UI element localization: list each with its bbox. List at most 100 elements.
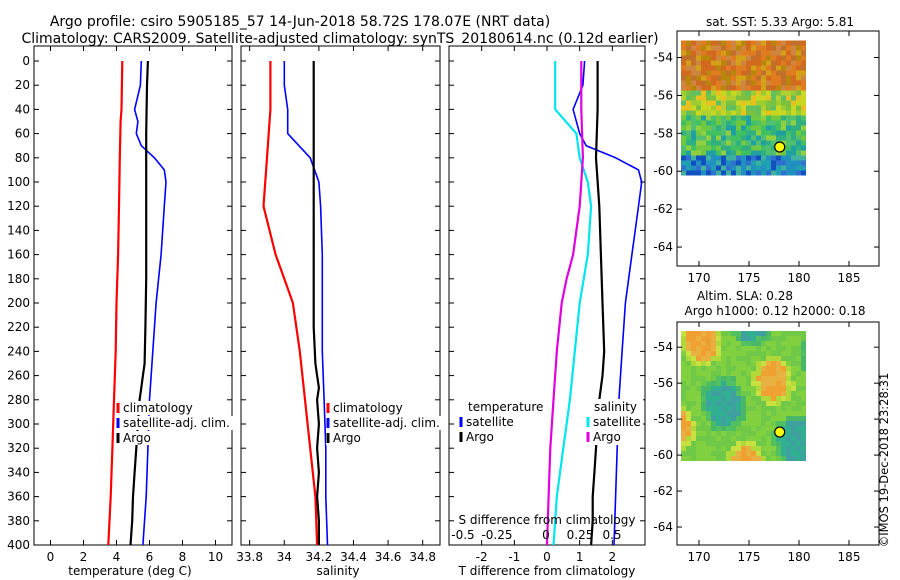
map-cell xyxy=(711,135,716,141)
map-cell xyxy=(701,125,706,131)
map-cell xyxy=(781,446,786,451)
map-cell xyxy=(741,70,746,76)
map-cell xyxy=(766,351,771,356)
map-cell xyxy=(776,150,781,156)
map-cell xyxy=(706,431,711,436)
map-cell xyxy=(711,85,716,91)
map-cell xyxy=(791,406,796,411)
map-cell xyxy=(786,140,791,146)
map-cell xyxy=(736,431,741,436)
map-cell xyxy=(716,361,721,366)
map-cell xyxy=(686,65,691,71)
map-cell xyxy=(776,376,781,381)
map-cell xyxy=(801,55,806,61)
map-cell xyxy=(736,391,741,396)
map-cell xyxy=(716,50,721,56)
map-cell xyxy=(706,55,711,61)
map-cell xyxy=(686,80,691,86)
map-cell xyxy=(716,381,721,386)
map-cell xyxy=(691,371,696,376)
map-cell xyxy=(731,371,736,376)
map-lat-label: -54 xyxy=(653,340,673,354)
map-cell xyxy=(746,60,751,66)
map-cell xyxy=(706,140,711,146)
map-cell xyxy=(731,446,736,451)
map-cell xyxy=(726,396,731,401)
map-cell xyxy=(776,361,781,366)
map-cell xyxy=(761,346,766,351)
map-cell xyxy=(766,386,771,391)
map-cell xyxy=(786,100,791,106)
depth-tick-label: 140 xyxy=(7,223,30,237)
map-cell xyxy=(691,346,696,351)
map-cell xyxy=(711,155,716,161)
map-cell xyxy=(766,411,771,416)
map-cell xyxy=(766,456,771,461)
map-cell xyxy=(706,170,711,176)
map-cell xyxy=(796,155,801,161)
map-cell xyxy=(741,421,746,426)
map-cell xyxy=(711,436,716,441)
legend-entry: satellite-adj. clim. xyxy=(333,416,440,430)
map-cell xyxy=(736,120,741,126)
map-cell xyxy=(701,456,706,461)
map-cell xyxy=(691,336,696,341)
map-cell xyxy=(771,336,776,341)
sla-map-title-line2: Argo h1000: 0.12 h2000: 0.18 xyxy=(685,304,866,318)
map-cell xyxy=(766,361,771,366)
map-cell xyxy=(706,40,711,46)
map-cell xyxy=(701,70,706,76)
map-cell xyxy=(746,391,751,396)
map-cell xyxy=(726,130,731,136)
map-cell xyxy=(781,130,786,136)
map-cell xyxy=(771,95,776,101)
map-cell xyxy=(681,165,686,171)
map-cell xyxy=(776,371,781,376)
map-cell xyxy=(781,451,786,456)
map-cell xyxy=(771,441,776,446)
map-cell xyxy=(706,366,711,371)
depth-tick-label: 180 xyxy=(7,272,30,286)
map-cell xyxy=(751,401,756,406)
map-cell xyxy=(796,436,801,441)
map-cell xyxy=(686,406,691,411)
map-cell xyxy=(771,341,776,346)
map-cell xyxy=(711,446,716,451)
map-cell xyxy=(741,451,746,456)
map-cell xyxy=(731,416,736,421)
map-cell xyxy=(731,341,736,346)
map-cell xyxy=(771,361,776,366)
map-cell xyxy=(791,441,796,446)
map-cell xyxy=(736,446,741,451)
x-tick-label: 33.8 xyxy=(236,550,263,564)
sla-map-title-line1: Altim. SLA: 0.28 xyxy=(697,289,793,303)
map-cell xyxy=(796,125,801,131)
map-cell xyxy=(771,456,776,461)
x-tick-label: 0 xyxy=(543,550,551,564)
map-cell xyxy=(736,65,741,71)
map-cell xyxy=(701,381,706,386)
map-lon-label: 180 xyxy=(788,550,811,564)
map-cell xyxy=(781,356,786,361)
map-cell xyxy=(801,401,806,406)
map-cell xyxy=(701,446,706,451)
series-line-t-argo xyxy=(590,61,606,546)
difference-panel: -2 -1 0 1 2-0.5 -0.25 0 0.25 0.5temperaturesatel… xyxy=(448,45,646,564)
map-cell xyxy=(736,135,741,141)
map-cell xyxy=(766,60,771,66)
map-cell xyxy=(711,45,716,51)
map-cell xyxy=(786,60,791,66)
map-cell xyxy=(681,140,686,146)
map-cell xyxy=(801,331,806,336)
map-cell xyxy=(691,100,696,106)
map-cell xyxy=(801,456,806,461)
map-cell xyxy=(791,40,796,46)
map-cell xyxy=(791,90,796,96)
map-cell xyxy=(686,421,691,426)
map-cell xyxy=(736,80,741,86)
map-cell xyxy=(736,130,741,136)
map-cell xyxy=(796,120,801,126)
map-cell xyxy=(761,45,766,51)
map-cell xyxy=(761,406,766,411)
map-cell xyxy=(726,351,731,356)
